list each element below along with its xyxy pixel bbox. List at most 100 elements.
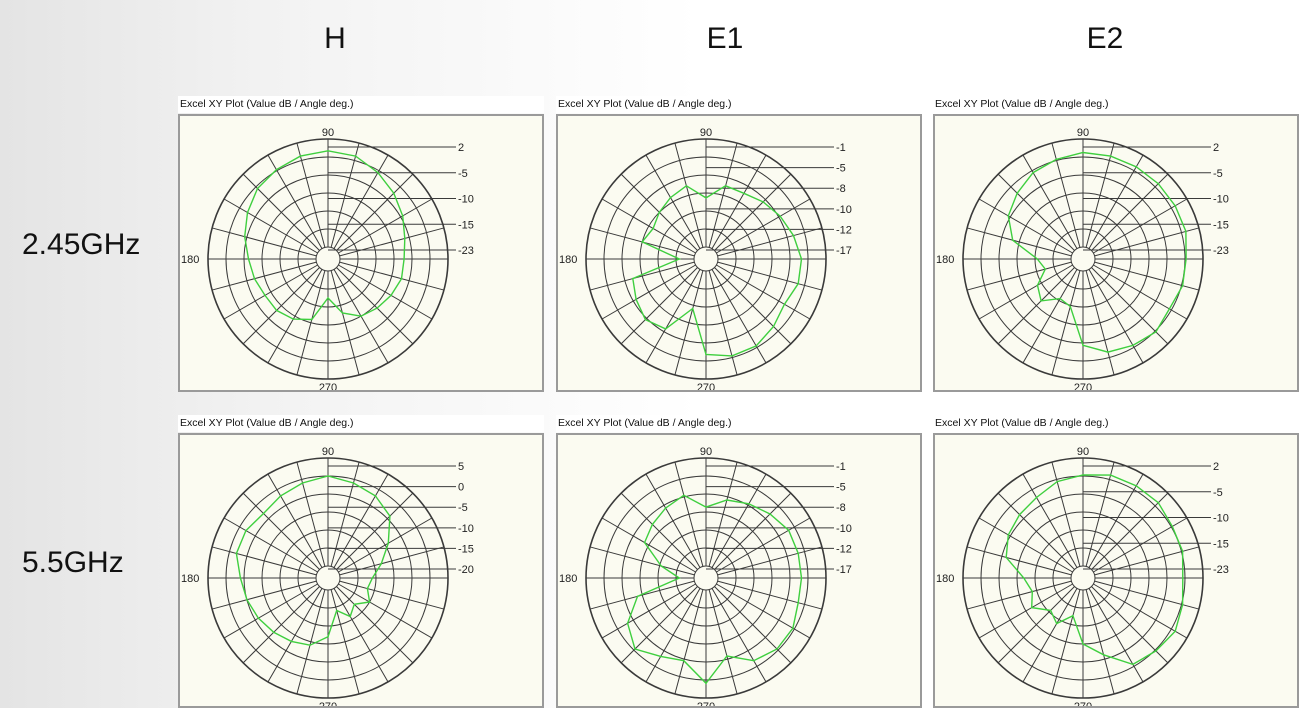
polar-plot-h-5-5ghz: 5 0 -5 -10 -15 -20 90 180 270 bbox=[178, 433, 544, 708]
pattern-point bbox=[705, 353, 707, 356]
ring-value-label: -5 bbox=[458, 502, 468, 514]
pattern-point bbox=[1132, 344, 1134, 347]
pattern-point bbox=[1109, 474, 1112, 476]
grid-spoke bbox=[601, 583, 696, 639]
pattern-point bbox=[360, 315, 362, 317]
pattern-point bbox=[635, 298, 637, 301]
ring-value-label: -5 bbox=[458, 168, 468, 180]
pattern-point bbox=[1157, 182, 1160, 185]
pattern-point bbox=[1174, 630, 1176, 633]
pattern-point bbox=[290, 640, 293, 643]
grid-spoke bbox=[1085, 461, 1115, 567]
polar-grid bbox=[962, 457, 1204, 699]
grid-spoke bbox=[674, 270, 704, 376]
pattern-point bbox=[651, 523, 654, 526]
pattern-point bbox=[1069, 305, 1072, 308]
pattern-point bbox=[1082, 474, 1084, 476]
grid-spoke bbox=[338, 198, 433, 254]
ring-value-label: -15 bbox=[1213, 219, 1229, 231]
ring-value-label: -10 bbox=[458, 523, 474, 535]
pattern-point bbox=[636, 595, 639, 598]
pattern-point bbox=[245, 529, 247, 532]
grid-spoke bbox=[714, 173, 792, 251]
angle-label-180: 180 bbox=[559, 573, 577, 585]
ring-value-label: -10 bbox=[1213, 513, 1229, 525]
angle-label-90: 90 bbox=[1077, 127, 1089, 139]
plot-title-e2-5-5ghz: Excel XY Plot (Value dB / Angle deg.) bbox=[933, 415, 1299, 432]
grid-spoke bbox=[211, 546, 317, 576]
pattern-point bbox=[262, 512, 265, 515]
pattern-point bbox=[1007, 534, 1010, 536]
grid-spoke bbox=[1091, 586, 1169, 664]
pattern-point bbox=[279, 495, 282, 497]
grid-spoke bbox=[716, 517, 811, 573]
grid-spoke bbox=[242, 586, 320, 664]
grid-spoke bbox=[978, 264, 1073, 320]
grid-spoke bbox=[1085, 589, 1115, 695]
angle-label-90: 90 bbox=[1077, 446, 1089, 458]
grid-spoke bbox=[339, 546, 445, 576]
polar-grid bbox=[962, 138, 1204, 380]
grid-spoke bbox=[674, 461, 704, 567]
pattern-point bbox=[1005, 556, 1007, 559]
grid-spoke bbox=[333, 473, 389, 568]
plot-title-h-5-5ghz: Excel XY Plot (Value dB / Angle deg.) bbox=[178, 415, 544, 432]
grid-spoke bbox=[267, 154, 323, 249]
grid-spoke bbox=[296, 270, 326, 376]
pattern-point bbox=[380, 562, 383, 565]
pattern-point bbox=[797, 552, 799, 555]
grid-spoke bbox=[223, 517, 318, 573]
grid-spoke bbox=[645, 473, 701, 568]
grid-spoke bbox=[601, 198, 696, 254]
pattern-point bbox=[1181, 603, 1184, 606]
ring-value-label: -23 bbox=[1213, 564, 1229, 576]
ring-value-label: -5 bbox=[1213, 168, 1223, 180]
grid-spoke bbox=[708, 270, 738, 376]
pattern-point bbox=[660, 565, 662, 567]
grid-spoke bbox=[338, 583, 433, 639]
pattern-point bbox=[1049, 609, 1052, 612]
angle-label-270: 270 bbox=[319, 382, 337, 390]
pattern-point bbox=[652, 227, 654, 230]
pattern-point bbox=[1174, 205, 1176, 207]
pattern-point bbox=[800, 258, 803, 260]
polar-grid bbox=[585, 457, 827, 699]
pattern-point bbox=[683, 659, 685, 662]
grid-spoke bbox=[978, 198, 1073, 254]
angle-label-270: 270 bbox=[319, 701, 337, 706]
pattern-point bbox=[246, 211, 249, 214]
grid-spoke bbox=[339, 580, 445, 610]
grid-spoke bbox=[1088, 269, 1144, 364]
grid-spoke bbox=[645, 269, 701, 364]
pattern-point bbox=[1036, 284, 1039, 287]
grid-spoke bbox=[620, 267, 698, 345]
pattern-trace bbox=[235, 475, 391, 646]
pattern-point bbox=[769, 513, 771, 515]
pattern-point bbox=[1082, 151, 1084, 154]
grid-spoke bbox=[296, 142, 326, 248]
polar-plot-svg: 2 -5 -10 -15 -23 90 180 270 bbox=[936, 127, 1229, 390]
pattern-point bbox=[1168, 308, 1171, 310]
pattern-point bbox=[743, 192, 745, 195]
grid-spoke bbox=[336, 586, 414, 664]
grid-spoke bbox=[978, 583, 1073, 639]
grid-spoke bbox=[1094, 546, 1200, 576]
pattern-point bbox=[664, 328, 667, 330]
ring-value-label: 0 bbox=[458, 482, 464, 494]
grid-spoke bbox=[966, 546, 1072, 576]
plot-title-e1-5-5ghz: Excel XY Plot (Value dB / Angle deg.) bbox=[556, 415, 922, 432]
angle-label-180: 180 bbox=[936, 254, 954, 266]
grid-spoke bbox=[211, 580, 317, 610]
grid-spoke bbox=[338, 264, 433, 320]
pattern-point bbox=[691, 307, 694, 310]
pattern-point bbox=[1055, 158, 1058, 161]
pattern-point bbox=[1023, 577, 1025, 579]
pattern-point bbox=[1182, 577, 1184, 579]
pattern-point bbox=[797, 282, 799, 285]
pattern-point bbox=[1181, 284, 1184, 287]
pattern-point bbox=[1109, 155, 1112, 157]
grid-spoke bbox=[1093, 264, 1188, 320]
pattern-point bbox=[400, 277, 403, 280]
grid-spoke bbox=[966, 227, 1072, 257]
pattern-trace bbox=[626, 494, 803, 685]
